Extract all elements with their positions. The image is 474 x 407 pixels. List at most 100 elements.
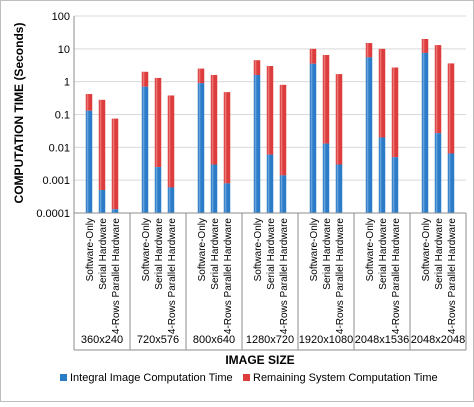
bar-remaining-highlight [267,66,270,155]
bar-integral [434,133,442,213]
bar-integral-highlight [86,110,89,213]
x-category-label: 4-Rows Parallel Hardware [447,218,458,335]
y-tick-label: 0.1 [55,110,70,122]
bar-integral-highlight [392,157,395,213]
bar-integral [279,175,287,213]
bar-remaining [365,43,373,58]
bar-remaining-highlight [254,60,257,75]
bar-remaining-highlight [336,74,339,165]
bar-integral-highlight [267,154,270,213]
x-group-label: 2048x1536 [355,334,409,346]
bar-remaining-highlight [112,118,115,210]
bar-integral-highlight [99,190,102,213]
bar-integral-highlight [366,57,369,213]
x-category-label: Software-Only [365,218,376,281]
bar-integral [98,190,106,213]
bar-remaining [98,99,106,191]
x-group-label: 1280x720 [246,334,294,346]
x-category-label: 4-Rows Parallel Hardware [111,218,122,335]
bar-integral-highlight [198,83,201,213]
x-category-label: Serial Hardware [98,218,109,290]
bar-remaining [253,60,261,75]
x-category-label: Serial Hardware [154,218,165,290]
y-tick-label: 0.01 [49,142,70,154]
x-category-label: Serial Hardware [266,218,277,290]
bar-integral [378,137,386,213]
bar-integral [309,63,317,213]
bar-integral-highlight [142,86,145,213]
bar-integral [253,74,261,214]
x-category-label: Serial Hardware [210,218,221,290]
bar-remaining [447,63,455,154]
x-axis-title: IMAGE SIZE [225,353,294,367]
bar-remaining [141,71,149,87]
bar-remaining [197,68,205,84]
bar-integral-highlight [379,137,382,213]
bar-remaining-highlight [86,94,89,111]
y-tick-label: 10 [58,44,70,56]
x-category-label: 4-Rows Parallel Hardware [167,218,178,335]
x-category-label: Software-Only [85,218,96,281]
bar-integral [391,157,399,213]
bar-remaining-highlight [422,38,425,53]
bar-remaining [335,74,343,165]
bar-remaining-highlight [99,99,102,191]
x-category-label: Software-Only [421,218,432,281]
bar-remaining [378,48,386,138]
bar-remaining [111,118,119,210]
bar-remaining [223,92,231,184]
bar-integral-highlight [336,164,339,213]
bar-integral-highlight [254,74,257,214]
x-category-label: Serial Hardware [322,218,333,290]
bar-remaining-highlight [211,74,214,165]
x-group-label: 800x640 [193,334,235,346]
y-tick-label: 0.0001 [36,208,70,220]
bar-remaining-highlight [448,63,451,154]
bar-remaining [391,67,399,158]
bar-integral [85,110,93,213]
bar-remaining-highlight [435,45,438,134]
bar-integral-highlight [448,153,451,213]
legend-swatch-integral [60,374,67,381]
bar-integral [266,154,274,213]
x-group-label: 2048x2048 [411,334,465,346]
bar-remaining-highlight [379,48,382,138]
x-category-label: Software-Only [253,218,264,281]
bar-remaining [85,94,93,111]
axes [73,16,467,351]
legend-label-integral: Integral Image Computation Time [70,372,233,384]
bar-integral [223,183,231,213]
bar-integral [111,209,119,213]
x-category-label: Serial Hardware [434,218,445,290]
bar-remaining [154,77,162,168]
x-group-label: 1920x1080 [299,334,353,346]
legend-swatch-remaining [243,374,250,381]
bar-integral-highlight [112,209,115,213]
bar-integral [197,83,205,213]
x-category-label: 4-Rows Parallel Hardware [391,218,402,335]
x-group-label: 720x576 [137,334,179,346]
bar-integral-highlight [323,143,326,213]
bar-integral [167,187,175,213]
bar-integral-highlight [280,175,283,213]
x-category-label: 4-Rows Parallel Hardware [335,218,346,335]
bar-integral-highlight [422,52,425,214]
x-category-label: Serial Hardware [378,218,389,290]
y-tick-label: 1 [64,77,70,89]
y-tick-label: 100 [52,11,70,23]
bar-remaining-highlight [310,48,313,64]
x-category-label: Software-Only [197,218,208,281]
bar-integral [154,167,162,213]
bar-integral [335,164,343,213]
bar-integral-highlight [310,63,313,213]
legend-label-remaining: Remaining System Computation Time [253,372,438,384]
x-category-label: 4-Rows Parallel Hardware [279,218,290,335]
x-group-label: 360x240 [81,334,123,346]
bar-remaining [210,74,218,165]
bar-integral [421,52,429,214]
bar-remaining [322,54,330,144]
bar-remaining-highlight [224,92,227,184]
